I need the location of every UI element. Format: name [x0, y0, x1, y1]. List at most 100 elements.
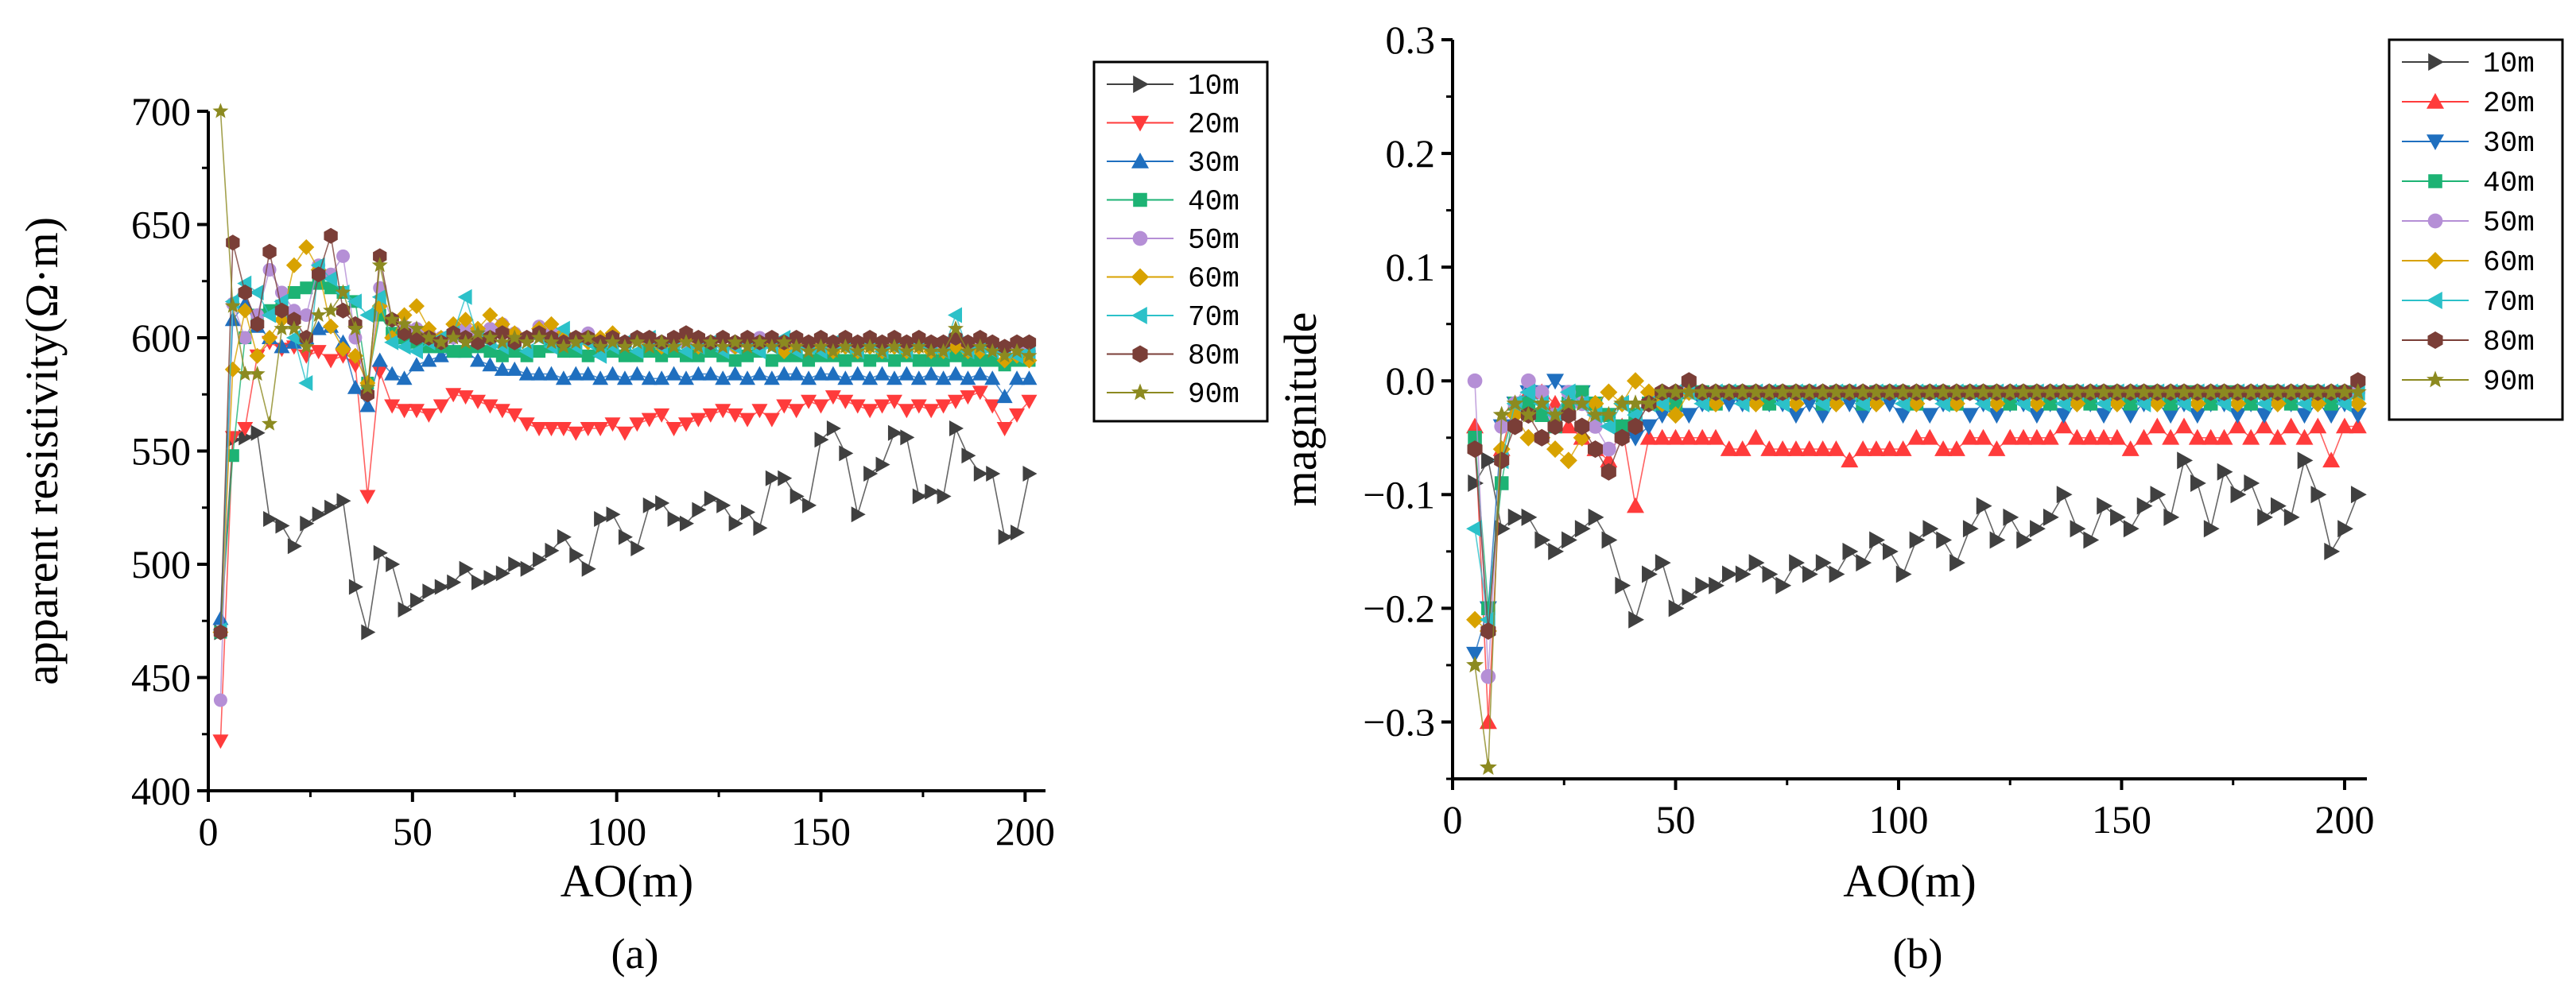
x-axis-title: AO(m): [1843, 855, 1977, 907]
data-point: [1494, 451, 1510, 470]
y-tick-label: 650: [131, 203, 191, 247]
data-point: [1639, 419, 1658, 436]
data-point: [1854, 394, 1870, 412]
data-point: [592, 370, 609, 385]
data-point: [887, 354, 901, 367]
data-point: [359, 397, 376, 412]
data-point: [1653, 428, 1671, 445]
data-point: [740, 330, 755, 346]
data-point: [1842, 542, 1859, 560]
data-point: [677, 334, 694, 350]
data-point: [555, 320, 570, 337]
data-point: [1921, 428, 1939, 445]
data-point: [274, 339, 290, 354]
data-point: [506, 408, 523, 423]
data-point: [384, 399, 401, 414]
data-point: [2309, 417, 2327, 434]
legend-marker: [1131, 307, 1147, 324]
data-point: [1961, 408, 1979, 424]
data-point: [1519, 405, 1538, 423]
data-point: [1720, 397, 1738, 412]
panel-caption: (b): [1893, 930, 1943, 978]
data-point: [1949, 554, 1965, 572]
data-point: [2310, 486, 2327, 504]
data-point: [2001, 382, 2019, 400]
data-point: [839, 445, 854, 462]
data-point: [973, 354, 987, 367]
data-point: [1534, 385, 1550, 400]
data-point: [763, 412, 780, 428]
data-point: [1934, 440, 1953, 456]
x-tick-label: 0: [199, 809, 219, 854]
data-point: [1802, 565, 1818, 583]
data-point: [824, 343, 841, 358]
data-point: [494, 404, 510, 419]
data-point: [359, 490, 376, 505]
data-point: [801, 343, 817, 358]
series-40m: [1468, 385, 2365, 616]
data-point: [336, 302, 351, 319]
data-point: [1519, 428, 1538, 447]
data-point: [1586, 394, 1604, 412]
data-point: [1682, 588, 1698, 606]
legend-marker: [2427, 370, 2444, 388]
data-point: [1600, 463, 1616, 481]
data-point: [1894, 382, 1912, 400]
data-point: [359, 379, 376, 395]
legend-label: 50m: [2483, 207, 2535, 239]
data-point: [1827, 382, 1845, 400]
data-point: [1974, 394, 1991, 412]
data-point: [543, 422, 560, 436]
data-point: [2054, 408, 2073, 424]
data-point: [665, 366, 682, 381]
data-point: [1021, 370, 1038, 385]
data-point: [2283, 508, 2300, 526]
data-point: [373, 544, 388, 561]
data-point: [371, 352, 388, 367]
data-point: [2349, 408, 2367, 424]
data-point: [2271, 497, 2287, 515]
data-point: [386, 556, 401, 572]
data-point: [1882, 542, 1899, 560]
data-point: [1022, 334, 1037, 350]
data-point: [1521, 508, 1538, 526]
x-tick-label: 200: [995, 809, 1055, 854]
data-point: [459, 345, 472, 358]
data-point: [298, 375, 313, 391]
data-point: [826, 334, 840, 350]
data-point: [212, 734, 229, 749]
data-point: [1588, 508, 1604, 526]
data-point: [765, 470, 780, 486]
data-point: [2030, 520, 2046, 538]
data-point: [1789, 554, 1805, 572]
data-point: [972, 366, 988, 381]
data-point: [849, 366, 866, 381]
data-point: [728, 515, 743, 532]
legend-marker: [2428, 174, 2442, 188]
legend-label: 90m: [2483, 366, 2535, 398]
data-point: [1735, 565, 1752, 583]
data-point: [1507, 417, 1523, 436]
legend-marker: [1131, 153, 1149, 168]
data-point: [2268, 382, 2287, 400]
data-point: [1961, 382, 1979, 400]
data-point: [863, 354, 877, 367]
data-point: [1976, 497, 1992, 515]
x-axis-title: AO(m): [561, 855, 694, 907]
data-point: [1627, 394, 1644, 412]
data-point: [1880, 397, 1899, 412]
data-point: [677, 370, 694, 385]
data-point: [459, 560, 474, 577]
data-point: [2229, 382, 2247, 400]
data-point: [285, 320, 302, 336]
data-point: [396, 316, 413, 331]
data-point: [715, 370, 731, 385]
data-point: [887, 330, 902, 346]
data-point: [1760, 440, 1779, 456]
data-point: [727, 334, 743, 350]
data-point: [690, 412, 707, 428]
data-point: [960, 343, 976, 358]
data-point: [849, 343, 866, 358]
data-point: [665, 422, 682, 436]
data-point: [1988, 408, 2006, 424]
